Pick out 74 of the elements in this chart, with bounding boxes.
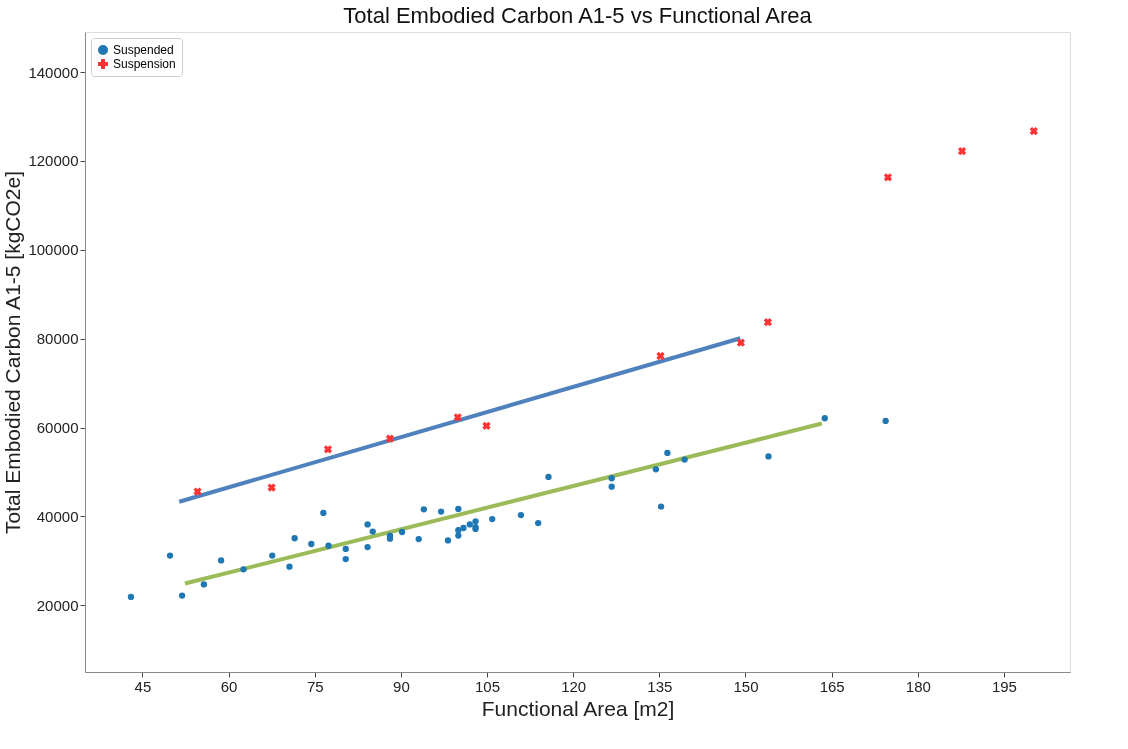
point [269,552,276,559]
x-tick-label: 165 [819,677,845,695]
y-tick-label: 80000 [36,330,79,348]
x-tick-label: 120 [561,677,587,695]
point [325,542,332,549]
point [482,421,491,430]
point [291,535,298,542]
point [178,592,186,599]
point [455,532,462,539]
x-tick-label: 90 [393,677,410,695]
x-tick-label: 180 [905,677,931,695]
point [466,521,473,528]
point [882,417,889,425]
point [320,509,327,517]
point [200,581,208,588]
point [364,521,371,528]
x-tick-label: 135 [647,677,673,695]
point [308,540,315,548]
point [608,475,615,482]
point [453,413,462,422]
point [323,445,333,454]
point [444,537,452,544]
point [460,524,467,532]
point [385,434,395,443]
point [127,593,135,601]
point [364,543,371,551]
point [763,318,773,327]
legend-label: Suspension [113,57,176,71]
x-tick-label: 60 [220,677,238,695]
y-tick-label: 20000 [36,596,79,614]
point [437,508,445,515]
point [1029,126,1038,136]
point [240,566,247,573]
point [267,483,276,492]
y-axis-title: Total Embodied Carbon A1-5 [kgCO2e] [1,170,25,535]
point [535,519,542,527]
point [736,338,746,347]
point [608,483,615,490]
point [957,146,967,156]
x-tick-label: 195 [991,677,1017,695]
point [369,528,376,535]
point [664,449,671,457]
point [681,456,688,463]
point [455,505,462,513]
y-tick-label: 100000 [28,241,79,259]
point [657,503,665,510]
x-tick-label: 45 [134,677,152,695]
x-tick-label: 75 [306,677,324,695]
point [765,453,772,460]
x-tick-label: 150 [733,677,759,695]
chart-title: Total Embodied Carbon A1-5 vs Functional Area [343,3,813,28]
point [420,506,428,513]
x-axis-title: Functional Area [m2] [481,696,675,720]
point [545,473,552,481]
point [342,555,349,563]
y-tick-label: 140000 [28,63,79,81]
point [472,518,479,525]
point [415,535,422,543]
point [193,487,202,496]
y-tick-label: 120000 [28,152,79,170]
point [166,552,174,559]
point [286,563,293,570]
point [489,515,496,523]
y-tick-label: 60000 [36,419,79,437]
point [342,545,349,553]
point [652,466,660,473]
point [883,173,893,182]
point [398,528,406,536]
y-tick-label: 40000 [36,507,79,525]
x-tick-label: 105 [475,677,501,695]
legend-label: Suspended [113,43,174,57]
point [821,415,828,422]
point [217,557,225,564]
point [517,511,525,519]
